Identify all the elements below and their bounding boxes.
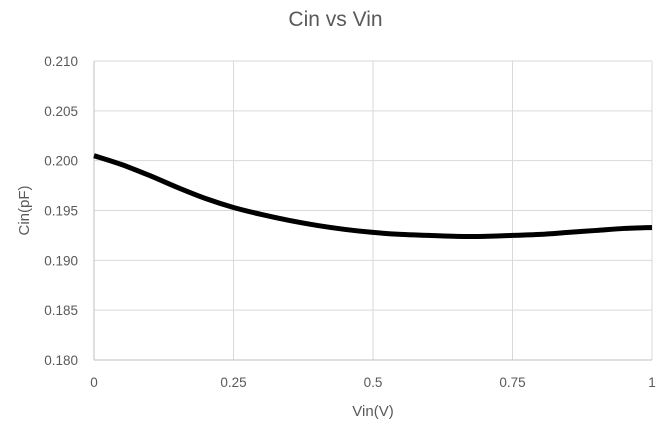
chart-title: Cin vs Vin (288, 8, 383, 31)
x-tick-label: 0 (90, 375, 98, 390)
y-tick-label: 0.205 (44, 104, 78, 119)
x-tick-label: 0.25 (220, 375, 246, 390)
y-tick-label: 0.200 (44, 154, 78, 169)
y-tick-label: 0.180 (44, 353, 78, 368)
y-tick-label: 0.185 (44, 303, 78, 318)
y-tick-label: 0.190 (44, 253, 78, 268)
x-tick-label: 0.5 (364, 375, 383, 390)
series-line (93, 153, 653, 240)
y-tick-label: 0.210 (44, 54, 78, 69)
x-tick-label: 1 (648, 375, 656, 390)
y-axis-title: Cin(pF) (16, 185, 33, 235)
y-tick-label: 0.195 (44, 204, 78, 219)
x-tick-label: 0.75 (499, 375, 525, 390)
x-axis-title: Vin(V) (352, 403, 393, 420)
